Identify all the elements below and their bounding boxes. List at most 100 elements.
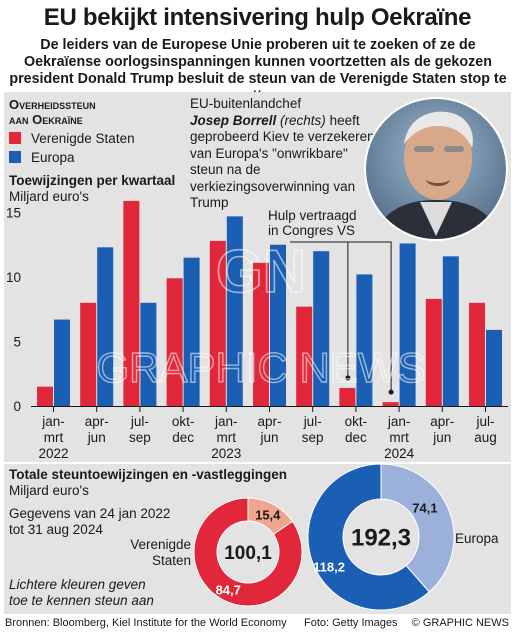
donut-eu-slice-to-allocate (380, 463, 455, 593)
portrait-photo (364, 97, 508, 241)
bar-eu (356, 274, 373, 406)
totals-title: Totale steuntoewijzingen en -vastlegging… (9, 467, 288, 482)
totals-lighter-line1: Lichtere kleuren geven (9, 577, 146, 592)
x-tick-label: jun (259, 430, 278, 445)
x-tick-label: jan- (387, 414, 411, 429)
bar-us (382, 402, 399, 406)
totals-lighter-line2: toe te kennen steun aan (9, 593, 154, 608)
bar-eu (313, 251, 330, 406)
totals-lighter-note: Lichtere kleuren geven toe te kennen ste… (9, 577, 154, 609)
x-tick-label: sep (302, 430, 324, 445)
x-tick-label: apr- (430, 414, 454, 429)
x-tick-label: dec (345, 430, 367, 445)
legend-heading: Overheidssteun aan Oekraïne (9, 97, 96, 127)
legend-heading-line1: Overheidssteun (9, 97, 96, 112)
x-tick-label: apr- (257, 414, 281, 429)
donut-us-value-to-allocate: 15,4 (255, 507, 281, 522)
bar-eu (270, 244, 286, 406)
footer: Bronnen: Bloomberg, Kiel Institute for t… (4, 616, 511, 632)
quote-prefix: EU-buitenlandchef (190, 96, 302, 111)
quote-paren: (rechts) (280, 112, 326, 128)
legend-item-eu: Europa (9, 150, 75, 166)
donut-eu-label: Europa (455, 531, 499, 546)
annotation-line2: in Congres VS (268, 223, 356, 238)
x-tick-label: mrt (44, 430, 64, 445)
totals-unit: Miljard euro's (9, 483, 89, 498)
x-year-label: 2022 (38, 446, 68, 461)
x-tick-label: jul- (475, 414, 494, 429)
x-tick-label: okt- (345, 414, 368, 429)
x-tick-label: jul- (303, 414, 322, 429)
bar-eu (226, 216, 243, 406)
bar-us (37, 386, 53, 406)
donut-us-slice-allocated (193, 497, 303, 607)
bar-eu (54, 319, 70, 406)
donut-us-label-line1: Verenigde (130, 537, 191, 552)
donut-us-value-allocated: 84,7 (216, 583, 241, 598)
bar-us (166, 278, 183, 406)
totals-note-line1: Gegevens van 24 jan 2022 (9, 506, 171, 521)
bar-eu (442, 256, 459, 406)
x-tick-label: jun (432, 430, 451, 445)
bar-us (253, 262, 269, 406)
bar-us (80, 302, 97, 406)
chart-title: Toewijzingen per kwartaal (9, 173, 176, 188)
donut-eu-slice-allocated (307, 463, 430, 611)
annotation-delay: Hulp vertraagd in Congres VS (268, 208, 357, 238)
x-tick-label: aug (474, 430, 497, 445)
footer-copyright: © GRAPHIC NEWS (411, 617, 509, 629)
legend-heading-line2: aan Oekraïne (9, 112, 83, 127)
annotation-dot (388, 389, 394, 395)
x-tick-label: okt- (172, 414, 195, 429)
donut-eu-value-allocated: 118,2 (313, 560, 345, 575)
legend-swatch-us (9, 132, 21, 144)
donut-us-label: Verenigde Staten (123, 537, 191, 569)
legend-label-us: Verenigde Staten (31, 131, 135, 146)
bar-us (469, 302, 485, 406)
x-tick-label: jun (87, 430, 106, 445)
bar-eu (140, 302, 157, 406)
footer-photo-credit: Foto: Getty Images (304, 617, 398, 629)
page-title: EU bekijkt intensivering hulp Oekraïne (43, 4, 472, 31)
x-year-label: 2023 (211, 446, 241, 461)
legend-item-us: Verenigde Staten (9, 131, 135, 147)
bar-us (425, 298, 442, 406)
bar-us (209, 240, 226, 406)
annotation-dot (345, 375, 351, 381)
x-tick-label: mrt (389, 430, 409, 445)
bar-eu (97, 247, 114, 406)
y-tick-label: 10 (6, 270, 21, 285)
page-subtitle: De leiders van de Europese Unie proberen… (9, 37, 507, 104)
totals-note: Gegevens van 24 jan 2022 tot 31 aug 2024 (9, 506, 170, 538)
x-tick-label: jan- (214, 414, 238, 429)
bar-eu (399, 243, 416, 406)
x-tick-label: jan- (41, 414, 65, 429)
bar-eu (183, 257, 200, 406)
x-tick-label: apr- (85, 414, 109, 429)
annotation-leader (347, 241, 392, 393)
bar-us (123, 200, 140, 406)
bar-us (339, 387, 356, 406)
y-tick-label: 15 (6, 206, 21, 221)
quote-name: Josep Borrell (190, 112, 277, 128)
chart-unit: Miljard euro's (9, 189, 89, 204)
donut-us-label-line2: Staten (151, 553, 191, 568)
quote-rest: heeft geprobeerd Kiev te verzekeren van … (190, 112, 375, 211)
footer-sources: Bronnen: Bloomberg, Kiel Institute for t… (5, 617, 287, 629)
y-tick-label: 0 (13, 399, 21, 414)
x-tick-label: sep (129, 430, 151, 445)
y-tick-label: 5 (13, 335, 21, 350)
annotation-line1: Hulp vertraagd (268, 208, 357, 223)
donut-eu-value-to-allocate: 74,1 (412, 500, 437, 515)
donut-eu-total: 192,3 (351, 525, 411, 552)
totals-note-line2: tot 31 aug 2024 (9, 522, 103, 537)
donut-us-total: 100,1 (224, 543, 272, 564)
x-year-label: 2024 (384, 446, 415, 461)
x-tick-label: mrt (217, 430, 237, 445)
bar-eu (486, 329, 502, 406)
quote-text: EU-buitenlandchef Josep Borrell (rechts)… (190, 96, 380, 212)
header: EU bekijkt intensivering hulp Oekraïne D… (0, 0, 515, 104)
legend-swatch-eu (9, 151, 21, 163)
